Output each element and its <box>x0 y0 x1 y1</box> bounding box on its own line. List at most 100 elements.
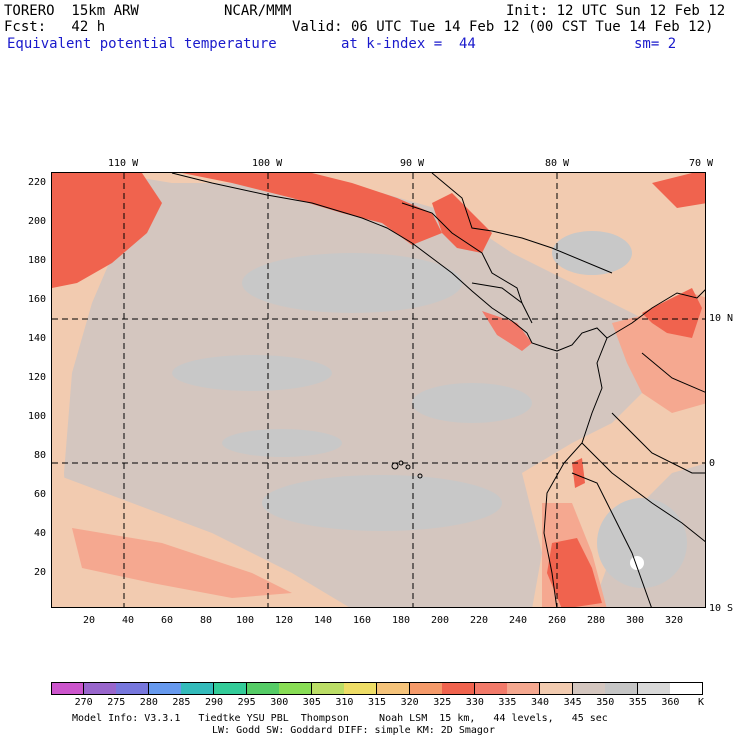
lon-label-110w: 110 W <box>108 158 139 169</box>
colorbar-swatch <box>344 682 378 695</box>
colorbar-swatch <box>116 682 150 695</box>
y-label: 100 <box>27 411 46 422</box>
y-label: 180 <box>27 255 46 266</box>
y-label: 120 <box>27 372 46 383</box>
colorbar-swatch <box>311 682 345 695</box>
field-grey-pocket <box>597 498 687 588</box>
colorbar-swatch <box>507 682 541 695</box>
field-grey-pocket <box>172 355 332 391</box>
lon-label-100w: 100 W <box>252 158 283 169</box>
model-label: TORERO 15km ARW <box>4 3 139 19</box>
map-panel <box>51 172 706 608</box>
colorbar-swatch <box>83 682 117 695</box>
x-label: 200 <box>430 615 450 626</box>
colorbar-tick-label: 335 <box>498 697 517 708</box>
field-salmon-band <box>72 528 292 598</box>
x-label: 40 <box>121 615 135 626</box>
lon-label-80w: 80 W <box>544 158 570 169</box>
colorbar-tick-label: 350 <box>596 697 615 708</box>
colorbar-tick-label: 300 <box>270 697 289 708</box>
colorbar-tick-label: 280 <box>139 697 158 708</box>
lat-label-10s: 10 S <box>709 603 734 614</box>
lat-label-0: 0 <box>709 458 716 469</box>
field-grey-pocket <box>262 475 502 531</box>
colorbar-swatch <box>474 682 508 695</box>
x-label: 260 <box>547 615 567 626</box>
map-graphic <box>52 173 705 607</box>
y-label: 40 <box>33 528 46 539</box>
lat-label-10n: 10 N <box>709 313 734 324</box>
colorbar-swatch <box>214 682 248 695</box>
colorbar-swatch <box>377 682 411 695</box>
colorbar-tick-label: 325 <box>433 697 452 708</box>
lon-label-90w: 90 W <box>399 158 425 169</box>
field-red-caribbean <box>652 173 705 208</box>
x-label: 80 <box>199 615 213 626</box>
smoothing-label: sm= 2 <box>634 36 677 52</box>
field-red-costa-rica <box>482 311 532 351</box>
x-label: 320 <box>664 615 684 626</box>
field-grey-pocket <box>552 231 632 275</box>
x-label: 220 <box>469 615 489 626</box>
field-white-spot <box>630 556 644 570</box>
colorbar-outline <box>51 682 703 695</box>
init-time: Init: 12 UTC Sun 12 Feb 12 <box>506 3 726 19</box>
colorbar-tick-label: 315 <box>368 697 387 708</box>
x-label: 180 <box>391 615 411 626</box>
org-label: NCAR/MMM <box>224 3 292 19</box>
field-red-northwest <box>52 173 162 288</box>
valid-time: Valid: 06 UTC Tue 14 Feb 12 (00 CST Tue … <box>292 19 714 35</box>
x-label: 240 <box>508 615 528 626</box>
colorbar-tick-label: 360 <box>661 697 680 708</box>
y-label: 200 <box>27 216 46 227</box>
x-label: 300 <box>625 615 645 626</box>
colorbar-swatch <box>442 682 476 695</box>
colorbar-tick-label: 340 <box>531 697 550 708</box>
colorbar-tick-label: 305 <box>302 697 321 708</box>
colorbar-swatch <box>279 682 313 695</box>
colorbar <box>51 682 704 695</box>
x-label: 280 <box>586 615 606 626</box>
colorbar-swatch <box>572 682 606 695</box>
field-grey-pocket <box>222 429 342 457</box>
lon-label-70w: 70 W <box>688 158 714 169</box>
x-label: 60 <box>160 615 174 626</box>
galapagos-islands <box>391 460 423 479</box>
x-label: 20 <box>82 615 96 626</box>
colorbar-swatch <box>540 682 574 695</box>
colorbar-swatch <box>605 682 639 695</box>
field-red-guatemala <box>432 193 492 253</box>
colorbar-swatch <box>409 682 443 695</box>
y-label: 160 <box>27 294 46 305</box>
colorbar-tick-label: 295 <box>237 697 256 708</box>
colorbar-tick-label: 285 <box>172 697 191 708</box>
model-info: Model Info: V3.3.1 Tiedtke YSU PBL Thomp… <box>72 713 608 724</box>
colorbar-swatch <box>181 682 215 695</box>
x-label: 160 <box>352 615 372 626</box>
field-title: Equivalent potential temperature <box>7 36 277 52</box>
y-label: 220 <box>27 177 46 188</box>
colorbar-tick-label: 275 <box>107 697 126 708</box>
field-red-mexico <box>182 173 442 245</box>
colorbar-swatch <box>637 682 671 695</box>
colorbar-tick-label: 290 <box>205 697 224 708</box>
latlon-grid <box>52 173 705 607</box>
physics-info: LW: Godd SW: Goddard DIFF: simple KM: 2D… <box>212 725 495 736</box>
field-grey-pocket <box>412 383 532 423</box>
colorbar-swatch <box>148 682 182 695</box>
y-label: 140 <box>27 333 46 344</box>
colorbar-tick-label: 330 <box>465 697 484 708</box>
x-label: 100 <box>235 615 255 626</box>
field-red-peru <box>547 538 602 607</box>
colorbar-tick-label: 355 <box>628 697 647 708</box>
forecast-hour: Fcst: 42 h <box>4 19 106 35</box>
field-grey-pocket <box>242 253 462 313</box>
colorbar-tick-label: 320 <box>400 697 419 708</box>
colorbar-swatch <box>246 682 280 695</box>
x-label: 120 <box>274 615 294 626</box>
y-label: 60 <box>33 489 46 500</box>
field-red-venezuela <box>642 288 702 338</box>
colorbar-tick-label: 345 <box>563 697 582 708</box>
field-warm-north <box>52 173 705 323</box>
colorbar-tick-label: 310 <box>335 697 354 708</box>
